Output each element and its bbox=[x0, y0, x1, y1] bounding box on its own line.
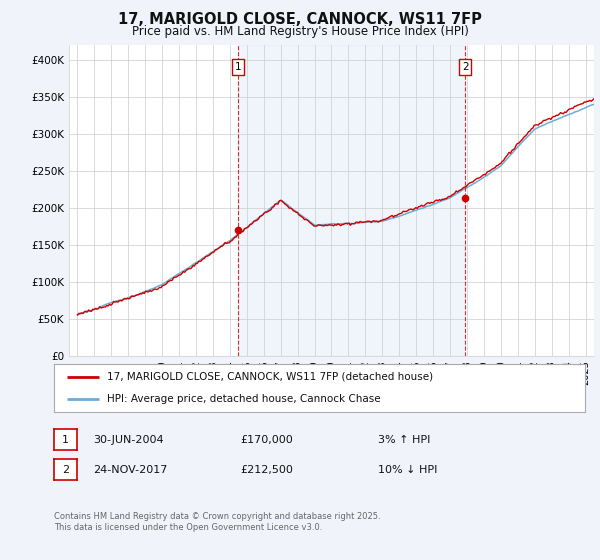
Text: Price paid vs. HM Land Registry's House Price Index (HPI): Price paid vs. HM Land Registry's House … bbox=[131, 25, 469, 38]
Text: 3% ↑ HPI: 3% ↑ HPI bbox=[378, 435, 430, 445]
Text: 10% ↓ HPI: 10% ↓ HPI bbox=[378, 465, 437, 475]
Text: £212,500: £212,500 bbox=[240, 465, 293, 475]
Text: 30-JUN-2004: 30-JUN-2004 bbox=[93, 435, 164, 445]
Text: HPI: Average price, detached house, Cannock Chase: HPI: Average price, detached house, Cann… bbox=[107, 394, 381, 404]
Text: 24-NOV-2017: 24-NOV-2017 bbox=[93, 465, 167, 475]
Text: 1: 1 bbox=[235, 62, 242, 72]
Text: £170,000: £170,000 bbox=[240, 435, 293, 445]
Text: 17, MARIGOLD CLOSE, CANNOCK, WS11 7FP (detached house): 17, MARIGOLD CLOSE, CANNOCK, WS11 7FP (d… bbox=[107, 372, 433, 382]
Text: 17, MARIGOLD CLOSE, CANNOCK, WS11 7FP: 17, MARIGOLD CLOSE, CANNOCK, WS11 7FP bbox=[118, 12, 482, 27]
Text: 2: 2 bbox=[62, 465, 69, 475]
Bar bbox=[238, 45, 465, 356]
Text: 2: 2 bbox=[462, 62, 469, 72]
Text: Contains HM Land Registry data © Crown copyright and database right 2025.
This d: Contains HM Land Registry data © Crown c… bbox=[54, 512, 380, 532]
Text: 1: 1 bbox=[62, 435, 69, 445]
